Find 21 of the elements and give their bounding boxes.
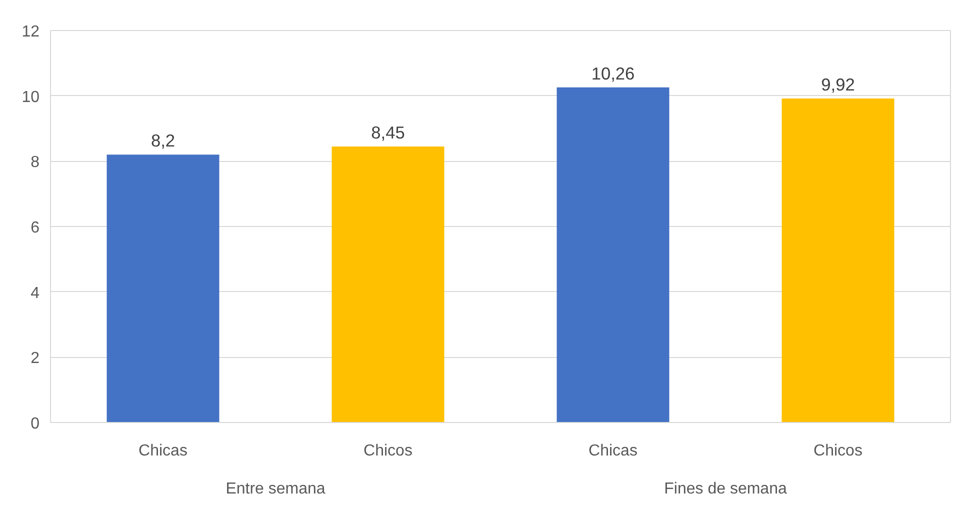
data-label: 10,26 [591,63,635,84]
y-tick-label: 10 [22,88,40,106]
x-tick-label: Chicos [814,442,862,460]
bar [782,98,894,422]
data-label: 8,2 [150,130,176,151]
y-tick-label: 0 [30,416,40,432]
text: Entre semana [226,480,326,498]
y-tick-label: 8 [30,154,40,172]
bar [332,146,444,422]
x-tick-label: Chicas [588,442,638,460]
data-label: 9,92 [821,74,855,94]
data-label: 8,45 [371,122,405,142]
text: Fines de semana [664,480,787,498]
bar [106,154,220,422]
y-tick-label: 2 [30,350,40,368]
x-tick-label: Chicas [138,442,188,460]
y-tick-label: 4 [30,284,40,302]
y-tick-label: 12 [22,24,40,40]
bar [556,87,670,422]
x-tick-label: Chicos [364,442,412,460]
y-tick-label: 6 [30,220,40,236]
